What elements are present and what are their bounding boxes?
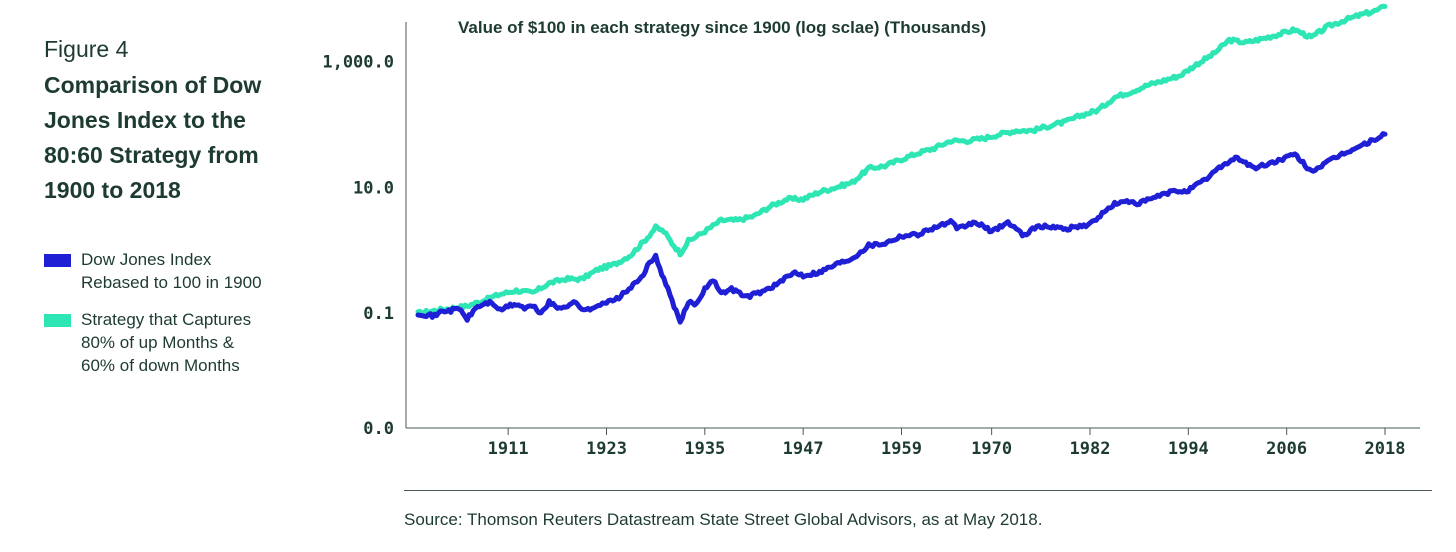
legend-item-dow-jones: Dow Jones Index Rebased to 100 in 1900 xyxy=(44,248,331,294)
x-tick-label: 2018 xyxy=(1365,439,1406,459)
x-tick-label: 1947 xyxy=(783,439,824,459)
x-tick-label: 1923 xyxy=(586,439,627,459)
figure-title: Comparison of Dow Jones Index to the 80:… xyxy=(44,72,262,203)
y-tick-label: 10.0 xyxy=(353,178,394,198)
x-tick-label: 1982 xyxy=(1070,439,1111,459)
legend-label-dow-jones: Dow Jones Index Rebased to 100 in 1900 xyxy=(81,250,262,292)
source-note: Source: Thomson Reuters Datastream State… xyxy=(404,510,1043,529)
x-tick-label: 2006 xyxy=(1266,439,1307,459)
legend-label-strategy: Strategy that Captures 80% of up Months … xyxy=(81,310,252,375)
x-tick-label: 1935 xyxy=(684,439,725,459)
x-tick-label: 1911 xyxy=(488,439,529,459)
series-line-dow-jones xyxy=(415,131,1388,325)
series-line-strategy xyxy=(415,3,1388,317)
chart-title: Value of $100 in each strategy since 190… xyxy=(458,18,987,37)
legend-swatch-dow-jones xyxy=(44,254,71,267)
legend-item-strategy: Strategy that Captures 80% of up Months … xyxy=(44,308,331,377)
figure-label: Figure 4 xyxy=(44,36,129,62)
x-tick-label: 1994 xyxy=(1168,439,1209,459)
x-tick-label: 1959 xyxy=(881,439,922,459)
x-tick-label: 1970 xyxy=(971,439,1012,459)
y-tick-label: 0.1 xyxy=(363,304,394,324)
legend-swatch-strategy xyxy=(44,314,71,327)
legend: Dow Jones Index Rebased to 100 in 1900 S… xyxy=(44,248,331,391)
y-tick-label: 0.0 xyxy=(363,419,394,439)
source-divider xyxy=(404,490,1432,491)
y-tick-label: 1,000.0 xyxy=(322,53,394,73)
